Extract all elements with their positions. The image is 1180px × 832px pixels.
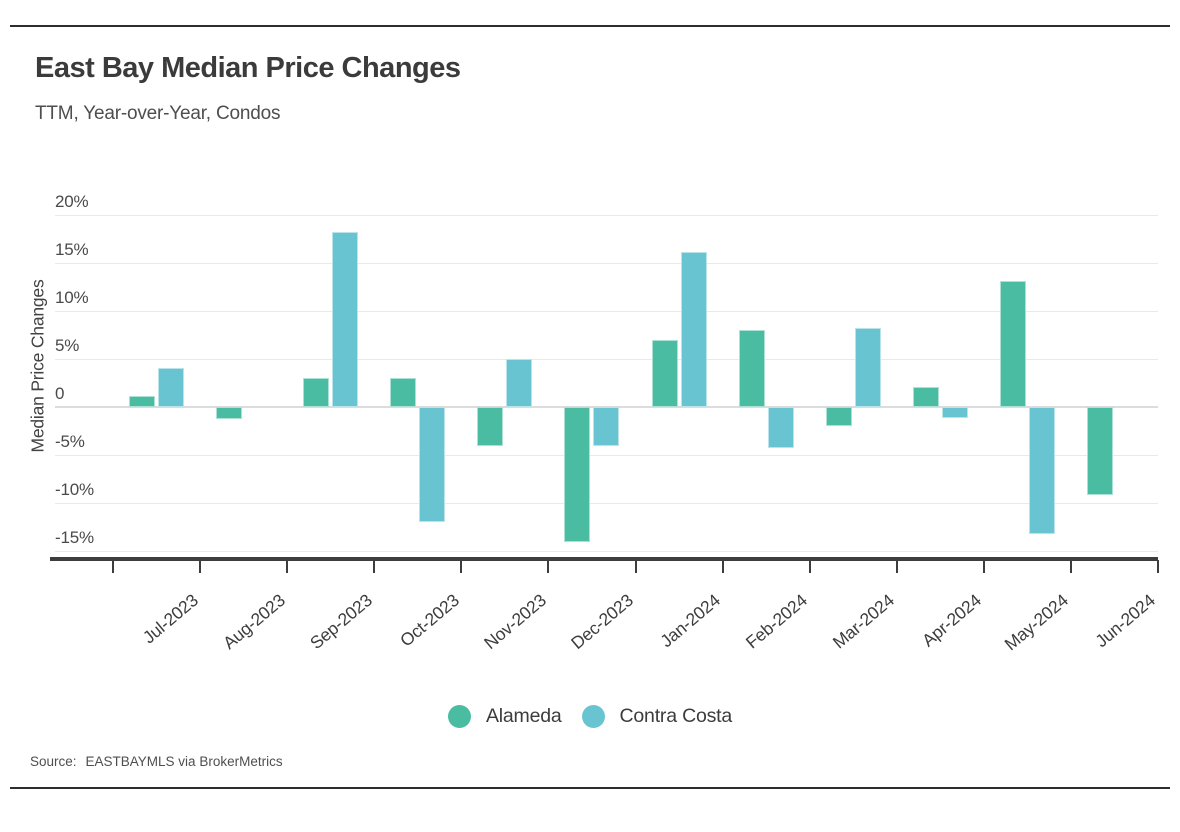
y-tick-label: 0 <box>55 384 65 403</box>
bar-alameda-jun-2024 <box>1086 407 1113 496</box>
bar-alameda-apr-2024 <box>912 386 939 407</box>
bar-contra-costa-may-2024 <box>1028 407 1055 534</box>
bar-alameda-feb-2024 <box>738 330 765 407</box>
gridline-5% <box>55 359 1158 360</box>
legend-label: Contra Costa <box>619 705 733 727</box>
x-tick <box>1069 560 1072 573</box>
x-tick-label-mar-2024: Mar-2024 <box>829 590 899 653</box>
x-tick <box>373 560 376 573</box>
bar-alameda-mar-2024 <box>825 407 852 427</box>
x-tick-label-feb-2024: Feb-2024 <box>741 590 811 653</box>
bar-alameda-sep-2023 <box>303 378 330 407</box>
source-label: Source: <box>30 754 77 769</box>
gridline--10% <box>55 503 1158 504</box>
legend-swatch-circle-icon <box>581 705 605 728</box>
bar-alameda-jan-2024 <box>651 339 678 407</box>
x-tick <box>808 560 811 573</box>
x-tick <box>721 560 724 573</box>
legend-swatch-circle-icon <box>447 705 471 728</box>
x-tick <box>634 560 637 573</box>
legend-item-alameda: Alameda <box>447 705 562 728</box>
x-axis-line <box>50 557 1158 561</box>
bar-alameda-oct-2023 <box>390 378 417 407</box>
gridline--15% <box>55 551 1158 552</box>
bottom-divider-rule <box>10 787 1170 789</box>
x-tick <box>895 560 898 573</box>
source-text: EASTBAYMLS via BrokerMetrics <box>85 754 283 769</box>
gridline-20% <box>55 215 1158 216</box>
x-tick <box>547 560 550 573</box>
bar-alameda-jul-2023 <box>129 396 156 407</box>
x-tick-label-jul-2023: Jul-2023 <box>138 590 202 648</box>
top-divider-rule <box>10 25 1170 27</box>
x-tick <box>460 560 463 573</box>
gridline-10% <box>55 311 1158 312</box>
bar-contra-costa-oct-2023 <box>419 407 446 523</box>
x-tick <box>112 560 114 573</box>
x-tick-label-dec-2023: Dec-2023 <box>567 590 637 654</box>
bar-contra-costa-jul-2023 <box>158 367 185 407</box>
y-tick-label: 20% <box>55 192 89 211</box>
y-tick-label: 5% <box>55 336 80 355</box>
x-tick-label-apr-2024: Apr-2024 <box>918 590 986 651</box>
bar-alameda-aug-2023 <box>216 407 243 420</box>
bar-contra-costa-mar-2024 <box>854 328 881 407</box>
bar-contra-costa-dec-2023 <box>593 407 620 447</box>
source-note: Source: EASTBAYMLS via BrokerMetrics <box>30 754 283 769</box>
bar-alameda-nov-2023 <box>477 407 504 447</box>
bar-contra-costa-sep-2023 <box>332 232 359 407</box>
x-tick-label-jan-2024: Jan-2024 <box>656 590 724 652</box>
bar-alameda-dec-2023 <box>564 407 591 543</box>
x-tick <box>199 560 202 573</box>
y-tick-label: 15% <box>55 240 89 259</box>
bar-alameda-may-2024 <box>999 281 1026 407</box>
chart-title: East Bay Median Price Changes <box>35 52 461 84</box>
bar-contra-costa-jan-2024 <box>680 252 707 407</box>
x-tick-label-sep-2023: Sep-2023 <box>305 590 376 654</box>
chart-legend: Alameda Contra Costa <box>0 705 1180 728</box>
x-tick-label-may-2024: May-2024 <box>1000 590 1073 655</box>
bar-contra-costa-apr-2024 <box>941 407 968 418</box>
y-tick-label: -15% <box>55 528 94 547</box>
x-tick-label-jun-2024: Jun-2024 <box>1091 590 1160 652</box>
chart-subtitle: TTM, Year-over-Year, Condos <box>35 103 281 124</box>
x-tick-label-aug-2023: Aug-2023 <box>218 590 289 654</box>
gridline--5% <box>55 455 1158 456</box>
legend-label: Alameda <box>485 705 562 727</box>
bar-contra-costa-feb-2024 <box>767 407 794 449</box>
gridline-15% <box>55 263 1158 264</box>
x-tick <box>982 560 985 573</box>
x-tick-label-nov-2023: Nov-2023 <box>479 590 550 654</box>
bar-contra-costa-nov-2023 <box>506 359 533 407</box>
x-tick <box>1157 560 1159 573</box>
y-tick-label: -5% <box>55 432 85 451</box>
x-tick-label-oct-2023: Oct-2023 <box>395 590 463 651</box>
y-tick-label: -10% <box>55 480 94 499</box>
legend-item-contra-costa: Contra Costa <box>581 705 733 728</box>
x-tick <box>286 560 289 573</box>
y-tick-label: 10% <box>55 288 89 307</box>
